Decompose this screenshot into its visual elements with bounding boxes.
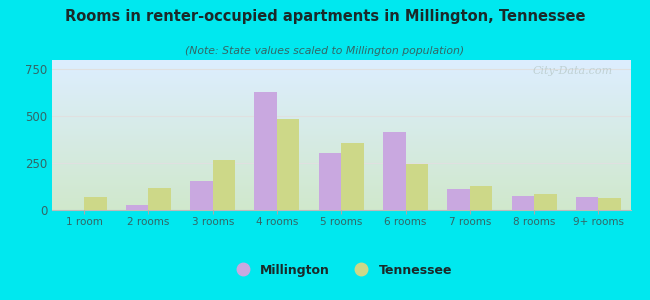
Bar (84, 196, 107, 210)
Bar (126, 205, 148, 210)
Bar (447, 189, 470, 210)
Text: City-Data.com: City-Data.com (533, 66, 613, 76)
Bar (576, 196, 599, 210)
Bar (213, 160, 235, 210)
Bar (512, 196, 534, 210)
Bar (255, 92, 277, 210)
Bar (406, 164, 428, 210)
Bar (470, 186, 492, 210)
Bar (277, 119, 300, 210)
Bar (341, 142, 364, 210)
Bar (534, 194, 556, 210)
Bar (599, 198, 621, 210)
Text: Rooms in renter-occupied apartments in Millington, Tennessee: Rooms in renter-occupied apartments in M… (65, 9, 585, 24)
Text: (Note: State values scaled to Millington population): (Note: State values scaled to Millington… (185, 46, 465, 56)
Bar (383, 132, 406, 210)
Bar (318, 153, 341, 210)
Bar (148, 188, 171, 210)
Bar (190, 181, 213, 210)
Legend: Millington, Tennessee: Millington, Tennessee (225, 259, 458, 282)
